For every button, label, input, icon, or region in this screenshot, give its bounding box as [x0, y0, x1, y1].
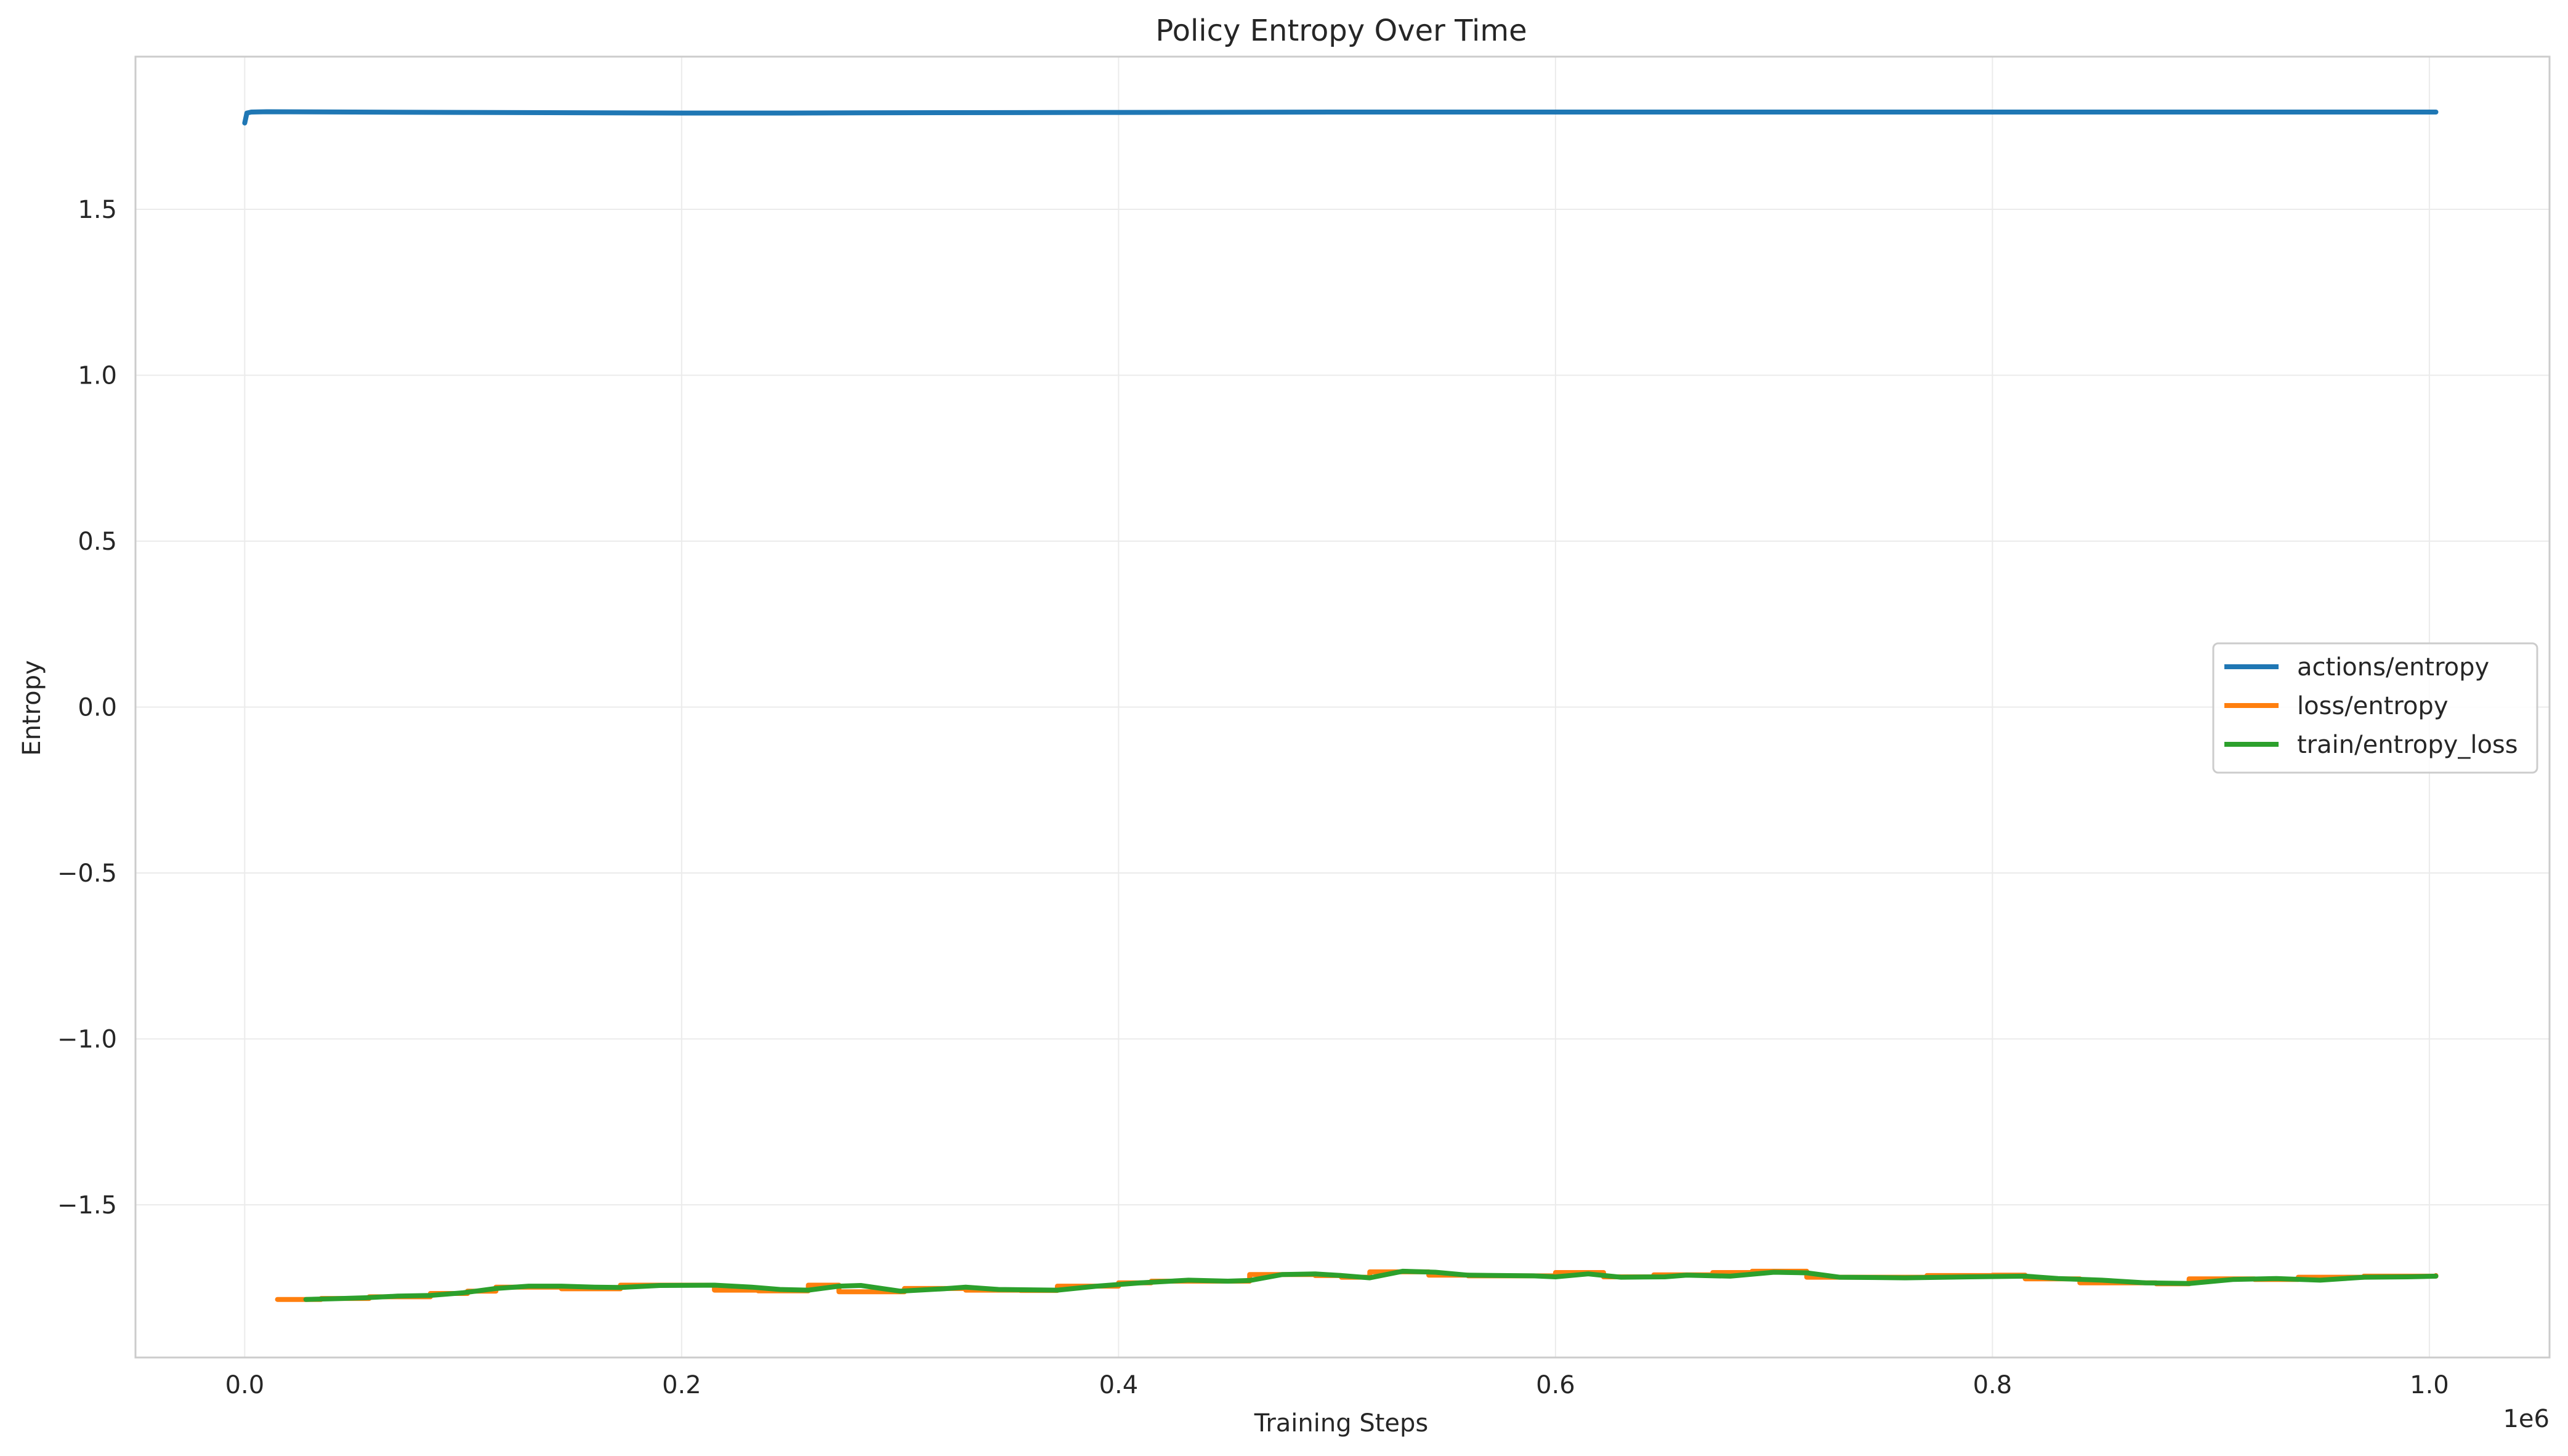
y-tick-label: 1.5 [78, 196, 117, 224]
x-offset-label: 1e6 [2503, 1405, 2550, 1433]
x-tick-label: 1.0 [2410, 1371, 2449, 1399]
x-tick-label: 0.6 [1536, 1371, 1575, 1399]
y-tick-label: −1.0 [57, 1026, 117, 1054]
grid-lines [135, 57, 2550, 1357]
legend-box [2212, 642, 2538, 774]
legend-label-actions-entropy: actions/entropy [2297, 653, 2489, 682]
y-tick-labels: −1.5 −1.0 −0.5 0.0 0.5 1.0 1.5 [57, 196, 117, 1220]
chart-title: Policy Entropy Over Time [1155, 14, 1527, 48]
y-tick-label: 0.5 [78, 528, 117, 556]
y-tick-label: −0.5 [57, 859, 117, 888]
legend-label-loss-entropy: loss/entropy [2297, 692, 2449, 720]
y-axis-label: Entropy [18, 660, 46, 755]
x-tick-label: 0.2 [662, 1371, 701, 1399]
series-line-actions-entropy [242, 109, 2439, 126]
x-tick-label: 0.4 [1099, 1371, 1139, 1399]
x-tick-labels: 0.0 0.2 0.4 0.6 0.8 1.0 [225, 1371, 2449, 1399]
y-tick-label: 0.0 [78, 694, 117, 722]
x-axis-label: Training Steps [1254, 1409, 1428, 1438]
legend: actions/entropy loss/entropy train/entro… [2212, 642, 2538, 774]
x-tick-label: 0.0 [225, 1371, 265, 1399]
legend-label-train-entropy-loss: train/entropy_loss [2297, 731, 2518, 759]
y-tick-label: 1.0 [78, 361, 117, 390]
series-layer [242, 109, 2439, 1302]
plot-frame [134, 55, 2551, 1359]
y-tick-label: −1.5 [57, 1191, 117, 1220]
x-tick-label: 0.8 [1973, 1371, 2013, 1399]
series-line-train-entropy-loss [303, 1268, 2439, 1302]
